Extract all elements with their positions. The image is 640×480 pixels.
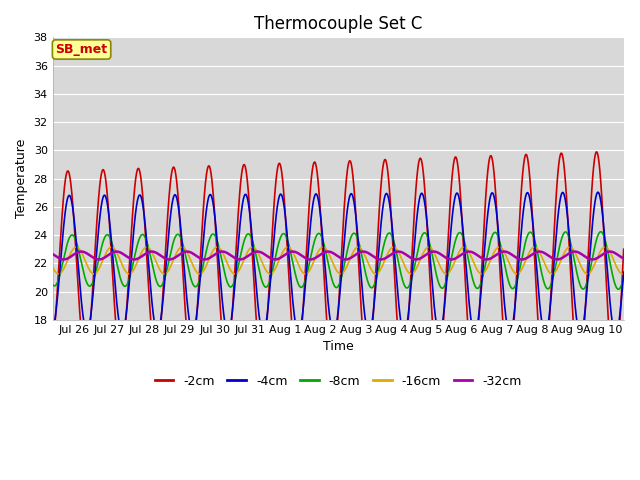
-2cm (611, 372, 618, 378)
-4cm (77, 298, 85, 304)
-8cm (472, 285, 480, 290)
-4cm (387, 208, 394, 214)
-16cm (495, 244, 503, 250)
Title: Thermocouple Set C: Thermocouple Set C (254, 15, 422, 33)
-8cm (387, 231, 394, 237)
-32cm (218, 249, 226, 254)
Y-axis label: Temperature: Temperature (15, 139, 28, 218)
-2cm (77, 330, 85, 336)
-4cm (412, 230, 419, 236)
-32cm (502, 249, 510, 255)
-4cm (472, 328, 480, 334)
-8cm (614, 287, 622, 292)
-16cm (49, 264, 56, 270)
-2cm (412, 192, 419, 198)
-2cm (502, 362, 510, 368)
-16cm (503, 254, 511, 260)
-8cm (597, 229, 605, 235)
-16cm (472, 265, 480, 271)
-16cm (196, 271, 204, 277)
-4cm (502, 319, 510, 324)
-2cm (593, 149, 600, 155)
-8cm (49, 282, 56, 288)
Text: SB_met: SB_met (56, 43, 108, 56)
-32cm (412, 257, 419, 263)
Line: -2cm: -2cm (52, 152, 624, 375)
-2cm (387, 202, 394, 208)
-32cm (49, 251, 56, 257)
-16cm (412, 267, 419, 273)
-8cm (412, 259, 419, 264)
Line: -4cm: -4cm (52, 192, 624, 335)
-2cm (255, 351, 263, 357)
-2cm (49, 344, 56, 349)
-4cm (594, 189, 602, 195)
-32cm (77, 249, 85, 254)
-4cm (612, 332, 620, 337)
-4cm (49, 327, 56, 333)
-4cm (620, 269, 628, 275)
-8cm (620, 275, 628, 280)
-32cm (472, 252, 480, 257)
-16cm (255, 253, 263, 259)
-2cm (620, 246, 628, 252)
-16cm (620, 271, 628, 276)
-32cm (518, 257, 525, 263)
-4cm (255, 315, 263, 321)
Line: -16cm: -16cm (52, 247, 624, 274)
-32cm (387, 252, 394, 258)
-32cm (620, 256, 628, 262)
X-axis label: Time: Time (323, 340, 353, 353)
-8cm (255, 268, 263, 274)
-8cm (502, 270, 510, 276)
Line: -8cm: -8cm (52, 232, 624, 289)
-8cm (77, 260, 85, 265)
-2cm (472, 354, 480, 360)
-32cm (255, 249, 263, 255)
Legend: -2cm, -4cm, -8cm, -16cm, -32cm: -2cm, -4cm, -8cm, -16cm, -32cm (150, 370, 527, 393)
-16cm (387, 246, 394, 252)
-16cm (77, 249, 85, 255)
Line: -32cm: -32cm (52, 252, 624, 260)
